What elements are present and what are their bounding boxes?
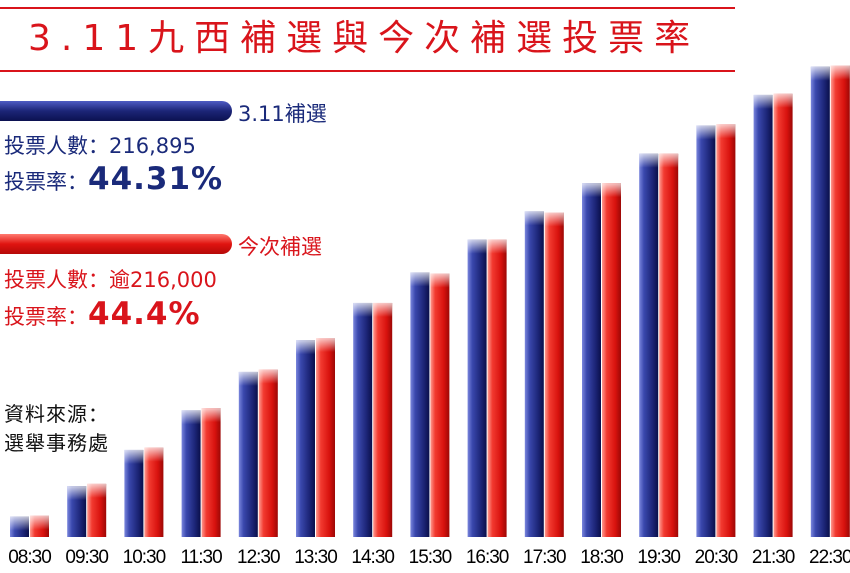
bar-blue-highlight-1630 [467,239,487,254]
bar-red-highlight-1030 [144,447,164,462]
bar-blue-highlight-0930 [67,486,87,501]
bar-red-highlight-1630 [487,239,507,254]
legend-label-red: 今次補選 [238,235,322,259]
x-tick-label: 12:30 [237,547,280,568]
bar-red-1330 [316,338,335,537]
x-tick-label: 13:30 [294,547,337,568]
source-note: 資料來源： 選舉事務處 [4,400,109,458]
bar-blue-highlight-1030 [124,449,144,464]
bar-red-highlight-1830 [602,183,621,198]
bar-red-highlight-1930 [659,153,679,168]
source-line-2: 選舉事務處 [4,431,109,455]
bar-red-2130 [773,93,793,538]
red-voters-label: 投票人數： [4,268,109,292]
bar-red-1730 [544,212,564,537]
blue-rate-label: 投票率： [4,170,88,194]
bar-red-highlight-2130 [773,93,793,108]
bar-blue-highlight-1830 [582,183,601,198]
blue-voters-stat: 投票人數：216,895 [4,130,196,160]
x-tick-label: 15:30 [409,547,452,568]
bar-red-1230 [258,369,278,537]
x-tick-label: 10:30 [123,547,166,568]
bar-red-highlight-0830 [30,515,49,530]
x-tick-label: 09:30 [65,547,108,568]
bar-red-highlight-1330 [316,338,335,353]
bar-red-highlight-0930 [87,483,107,498]
bar-blue-1730 [524,211,544,538]
bar-blue-1530 [410,272,430,537]
x-tick-label: 22:30 [809,547,850,568]
x-tick-label: 17:30 [523,547,566,568]
bar-red-highlight-1530 [430,273,450,288]
bar-blue-1230 [238,371,258,537]
bar-blue-1030 [124,449,144,537]
blue-voters-label: 投票人數： [4,134,109,158]
bar-blue-1930 [639,153,659,537]
red-rate-value: 44.4% [88,296,201,332]
bar-blue-highlight-1430 [353,302,373,317]
bar-blue-highlight-2030 [696,125,716,140]
bar-blue-highlight-1330 [296,340,315,355]
red-rate-stat: 投票率：44.4% [4,296,201,332]
x-tick-label: 19:30 [637,547,680,568]
bar-blue-highlight-2130 [753,94,773,109]
bar-red-highlight-1730 [544,212,564,227]
bar-blue-highlight-1730 [524,211,544,226]
x-tick-label: 21:30 [752,547,795,568]
bar-red-1130 [201,408,221,537]
bar-blue-highlight-1930 [639,153,659,168]
bar-blue-1830 [582,183,601,537]
bar-blue-1130 [181,410,201,537]
bar-red-1830 [602,183,621,537]
bar-blue-highlight-0830 [10,516,29,531]
legend-label-blue: 3.11補選 [238,102,327,126]
x-tick-label: 11:30 [181,547,223,568]
bar-red-highlight-1130 [201,408,221,423]
bar-red-highlight-1230 [258,369,278,384]
bar-red-1430 [373,302,393,537]
blue-rate-value: 44.31% [88,161,224,197]
bar-red-1630 [487,239,507,537]
bar-red-2230 [830,65,850,537]
bar-blue-2230 [810,66,830,537]
bar-red-1030 [144,447,164,537]
bar-red-1930 [659,153,679,537]
x-tick-label: 08:30 [8,547,51,568]
bar-blue-highlight-1530 [410,272,430,287]
x-tick-label: 20:30 [695,547,738,568]
bar-blue-1330 [296,340,315,537]
bar-red-highlight-2230 [830,65,850,80]
bar-blue-1630 [467,239,487,537]
blue-voters-value: 216,895 [109,134,196,158]
legend-swatch-blue [0,101,232,121]
red-rate-label: 投票率： [4,305,88,329]
source-line-1: 資料來源： [4,402,109,426]
bar-red-2030 [716,124,736,537]
red-voters-value: 逾216,000 [109,268,217,292]
bar-blue-highlight-1130 [181,410,201,425]
bar-blue-highlight-2230 [810,66,830,81]
title-block: 3.11九西補選與今次補選投票率 [0,0,735,80]
chart-title: 3.11九西補選與今次補選投票率 [28,18,701,59]
blue-rate-stat: 投票率：44.31% [4,161,223,197]
x-tick-label: 16:30 [466,547,509,568]
bar-blue-1430 [353,302,373,537]
bar-blue-2030 [696,125,716,538]
title-rule-bottom [0,70,735,72]
bar-blue-2130 [753,94,773,537]
bar-red-1530 [430,273,450,537]
bar-blue-highlight-1230 [238,371,258,386]
bar-red-highlight-1430 [373,302,393,317]
title-rule-top [0,7,735,9]
red-voters-stat: 投票人數：逾216,000 [4,264,217,294]
x-tick-label: 18:30 [580,547,623,568]
legend-swatch-red [0,234,232,254]
x-tick-label: 14:30 [351,547,394,568]
bar-red-highlight-2030 [716,124,736,139]
